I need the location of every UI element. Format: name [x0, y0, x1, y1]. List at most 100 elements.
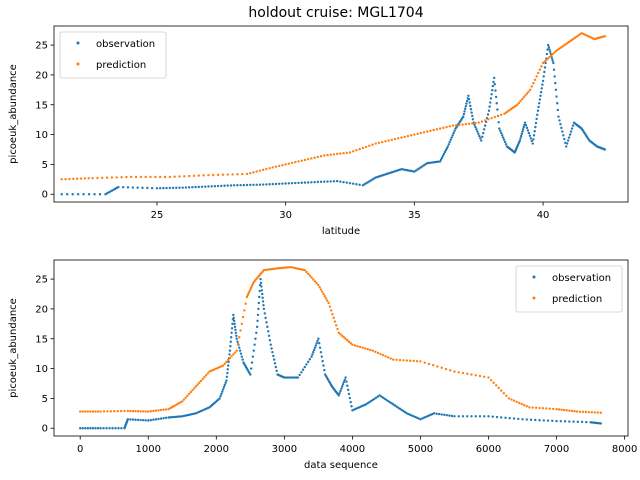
data-point-observation	[529, 418, 533, 421]
data-point-prediction	[578, 410, 582, 413]
data-point-observation	[108, 427, 111, 430]
data-point-observation	[301, 368, 305, 371]
data-point-observation	[572, 420, 575, 423]
data-point-prediction	[426, 130, 429, 133]
data-point-observation	[465, 102, 468, 105]
data-point-observation	[295, 376, 298, 379]
data-point-prediction	[268, 167, 271, 170]
data-point-observation	[490, 93, 493, 96]
data-point-prediction	[199, 379, 203, 383]
data-point-prediction	[236, 342, 240, 346]
data-point-observation	[120, 427, 123, 430]
data-point-prediction	[487, 376, 490, 379]
data-point-prediction	[340, 334, 344, 337]
data-point-observation	[232, 319, 236, 323]
data-point-observation	[442, 152, 446, 156]
data-point-observation	[450, 414, 454, 418]
data-point-observation	[446, 145, 450, 148]
data-point-prediction	[297, 160, 300, 163]
data-point-observation	[230, 327, 234, 330]
data-point-observation	[256, 313, 260, 317]
data-point-prediction	[246, 293, 249, 297]
data-point-prediction	[423, 361, 426, 364]
data-point-observation	[181, 186, 184, 189]
data-point-prediction	[147, 410, 150, 413]
data-point-prediction	[316, 155, 320, 159]
data-point-observation	[91, 427, 95, 430]
data-point-prediction	[377, 141, 381, 144]
data-point-prediction	[230, 355, 233, 358]
data-point-prediction	[212, 173, 215, 177]
data-point-observation	[545, 52, 549, 56]
data-point-observation	[551, 59, 554, 62]
data-point-observation	[220, 184, 223, 188]
data-point-observation	[221, 388, 225, 391]
data-point-observation	[227, 360, 230, 364]
data-point-prediction	[520, 402, 523, 406]
data-point-observation	[94, 427, 97, 430]
data-point-prediction	[409, 359, 412, 362]
data-point-observation	[79, 427, 82, 430]
data-point-prediction	[347, 340, 351, 343]
data-point-observation	[84, 427, 87, 430]
data-point-observation	[543, 66, 547, 69]
data-point-prediction	[599, 411, 602, 414]
data-point-observation	[238, 346, 241, 349]
data-point-prediction	[356, 345, 359, 348]
data-point-observation	[261, 292, 264, 296]
data-point-prediction	[545, 407, 548, 410]
data-point-observation	[435, 412, 438, 415]
data-point-observation	[487, 109, 491, 112]
data-point-observation	[554, 88, 558, 92]
data-point-prediction	[546, 57, 550, 60]
data-point-observation	[467, 94, 470, 98]
data-point-observation	[117, 185, 120, 189]
data-point-prediction	[258, 169, 262, 172]
data-point-observation	[184, 186, 188, 189]
data-point-prediction	[317, 283, 320, 287]
data-point-observation	[491, 415, 494, 418]
data-point-observation	[504, 416, 507, 419]
data-point-prediction	[225, 360, 228, 364]
data-point-prediction	[249, 171, 252, 175]
data-point-observation	[473, 123, 476, 127]
data-point-observation	[437, 412, 441, 416]
data-point-observation	[556, 102, 559, 105]
data-point-observation	[154, 418, 158, 421]
data-point-observation	[139, 418, 142, 422]
y-tick-label: 20	[35, 304, 48, 315]
data-point-prediction	[533, 78, 537, 81]
data-point-prediction	[483, 375, 486, 378]
data-point-observation	[303, 181, 307, 184]
data-point-observation	[376, 395, 380, 398]
data-point-prediction	[525, 405, 528, 408]
data-point-observation	[398, 407, 402, 411]
data-point-observation	[223, 184, 226, 187]
data-point-observation	[249, 367, 253, 370]
data-point-prediction	[422, 131, 426, 134]
data-point-observation	[471, 118, 475, 121]
data-point-observation	[469, 108, 473, 111]
data-point-prediction	[321, 290, 324, 293]
data-point-observation	[96, 427, 100, 430]
data-point-prediction	[337, 331, 340, 334]
data-point-prediction	[584, 410, 588, 414]
legend-marker-observation	[532, 275, 536, 279]
data-point-observation	[349, 400, 352, 404]
data-point-prediction	[568, 409, 571, 412]
data-point-observation	[286, 376, 289, 379]
data-point-prediction	[461, 371, 465, 375]
data-point-prediction	[110, 176, 114, 179]
data-point-observation	[500, 131, 503, 135]
data-point-prediction	[551, 52, 554, 56]
data-point-prediction	[136, 410, 140, 413]
data-point-observation	[494, 95, 498, 99]
data-point-prediction	[384, 355, 387, 358]
data-point-prediction	[144, 175, 147, 179]
data-point-observation	[264, 316, 267, 320]
data-point-observation	[543, 70, 546, 74]
data-point-observation	[474, 415, 477, 418]
data-point-observation	[445, 147, 449, 150]
data-point-prediction	[91, 176, 94, 180]
data-point-prediction	[315, 281, 318, 285]
